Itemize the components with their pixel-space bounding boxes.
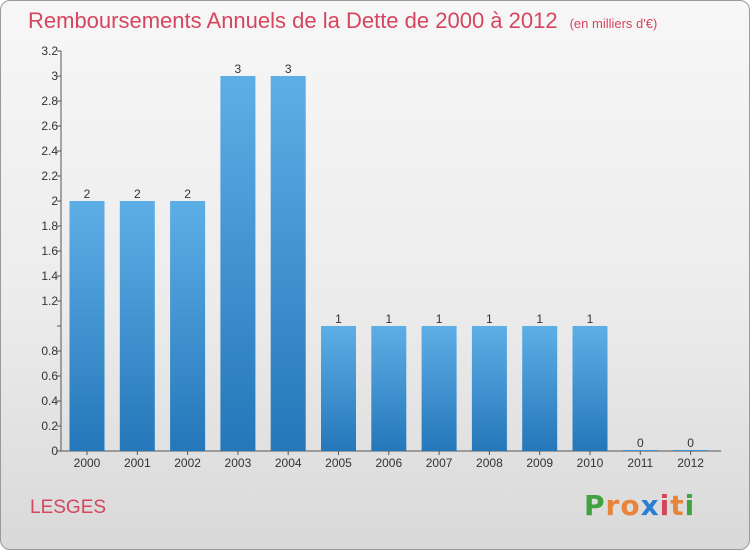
bar-2001 [119, 201, 155, 451]
x-tick-label: 2012 [677, 456, 704, 470]
bar-2005 [321, 326, 356, 451]
y-tick-label: 0.8 [41, 344, 58, 358]
data-label: 1 [486, 312, 493, 326]
data-label: 3 [285, 62, 292, 76]
y-tick-label: 2.4 [41, 144, 58, 158]
y-tick-label: 2 [51, 194, 58, 208]
data-label: 2 [184, 187, 191, 201]
data-label: 0 [687, 436, 694, 450]
y-tick-label: 3.2 [41, 44, 58, 58]
proxiti-logo: Proxiti [584, 489, 695, 522]
y-tick-label: 0.6 [41, 369, 58, 383]
logo-letter: x [640, 489, 660, 522]
data-label: 2 [84, 187, 91, 201]
x-tick-label: 2011 [627, 456, 653, 470]
bars [69, 76, 709, 451]
x-tick-label: 2002 [174, 456, 201, 470]
data-label: 1 [436, 312, 443, 326]
y-tick-label: 3 [51, 69, 58, 83]
bar-2012 [673, 450, 709, 451]
bar-2003 [220, 76, 256, 451]
bar-2011 [622, 450, 658, 451]
logo-letter: o [620, 489, 641, 522]
bar-2008 [471, 326, 507, 451]
axes: 0 0.2 0.4 0.6 0.8 1.2 1.4 1.6 1.8 2 2.2 2.4 2.6 2.8 3 3… [41, 44, 721, 458]
bar-2007 [421, 326, 457, 451]
logo-letter: t [670, 489, 685, 522]
y-tick-label: 2.8 [41, 94, 58, 108]
x-tick-label: 2006 [375, 456, 402, 470]
bar-2004 [270, 76, 306, 451]
x-tick-label: 2005 [325, 456, 352, 470]
bar-2010 [572, 326, 608, 451]
x-tick-label: 2007 [426, 456, 453, 470]
x-tick-label: 2008 [476, 456, 503, 470]
data-label: 1 [587, 312, 594, 326]
data-label: 3 [235, 62, 242, 76]
labels: 2000 2 2001 2 2002 2 2003 3 2004 3 2005 1 2006 1 2007 1… [74, 62, 705, 470]
y-tick-label: 1.2 [41, 294, 58, 308]
chart-title-text: Remboursements Annuels de la Dette de 20… [28, 8, 558, 33]
logo-letter: P [584, 489, 606, 522]
x-tick-label: 2000 [74, 456, 101, 470]
x-tick-label: 2003 [225, 456, 252, 470]
data-label: 0 [637, 436, 644, 450]
data-label: 1 [335, 312, 342, 326]
logo-letter: r [605, 489, 621, 522]
bar-2006 [371, 326, 407, 451]
data-label: 1 [385, 312, 392, 326]
x-tick-label: 2004 [275, 456, 302, 470]
x-tick-label: 2001 [124, 456, 151, 470]
x-tick-label: 2009 [526, 456, 553, 470]
logo-letter: i [684, 489, 696, 522]
chart-title: Remboursements Annuels de la Dette de 20… [28, 8, 657, 34]
y-tick-label: 2.6 [41, 119, 58, 133]
y-tick-label: 0.2 [41, 419, 58, 433]
data-label: 1 [536, 312, 543, 326]
y-tick-label: 0 [51, 444, 58, 458]
data-label: 2 [134, 187, 141, 201]
bar-2002 [170, 201, 206, 451]
chart-unit: (en milliers d'€) [569, 16, 658, 31]
y-tick-label: 0.4 [41, 394, 58, 408]
y-tick-label: 1.6 [41, 244, 58, 258]
x-tick-label: 2010 [577, 456, 604, 470]
y-tick-label: 1.4 [41, 269, 58, 283]
bar-2009 [522, 326, 558, 451]
y-tick-label: 1.8 [41, 219, 58, 233]
commune-name: LESGES [30, 497, 107, 518]
bar-2000 [69, 201, 105, 451]
y-tick-label: 2.2 [41, 169, 58, 183]
logo-letter: i [659, 489, 671, 522]
